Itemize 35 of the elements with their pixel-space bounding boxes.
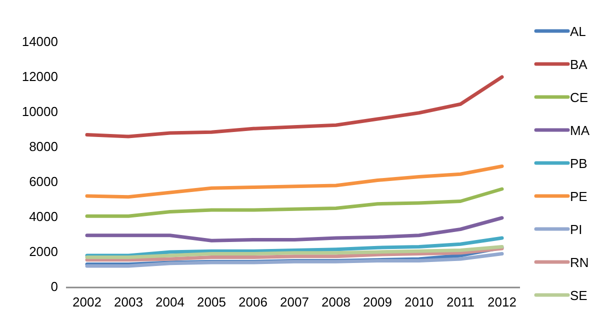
legend-label: AL — [570, 24, 586, 39]
x-tick-label: 2004 — [156, 294, 184, 310]
x-tick-label: 2005 — [197, 294, 226, 310]
y-tick-label: 6000 — [29, 174, 58, 190]
x-tick-label: 2002 — [72, 294, 102, 310]
legend-label: PI — [570, 222, 582, 237]
line-series — [85, 216, 504, 242]
y-tick-label: 2000 — [29, 244, 58, 260]
x-tick-label: 2009 — [363, 294, 392, 310]
legend-label: MA — [570, 123, 590, 138]
legend-label: PE — [570, 189, 588, 204]
line-series — [85, 75, 504, 138]
line-series — [85, 187, 504, 218]
legend-label: BA — [570, 57, 588, 72]
legend-label: SE — [570, 288, 588, 303]
x-tick-label: 2010 — [404, 294, 434, 310]
x-tick-label: 2008 — [322, 294, 350, 310]
line-series — [85, 164, 504, 199]
x-tick-label: 2006 — [238, 294, 268, 310]
line-series — [85, 252, 504, 268]
x-tick-label: 2012 — [488, 294, 516, 310]
y-tick-label: 14000 — [22, 34, 58, 50]
x-tick-label: 2003 — [114, 294, 143, 310]
y-tick-label: 8000 — [29, 139, 58, 154]
legend-label: CE — [570, 90, 588, 105]
line-series — [85, 245, 504, 259]
x-tick-label: 2011 — [446, 294, 474, 310]
y-tick-label: 10000 — [22, 104, 58, 120]
line-series — [85, 246, 504, 262]
x-tick-label: 2007 — [280, 294, 309, 310]
y-tick-label: 0 — [50, 279, 58, 294]
legend-label: RN — [570, 255, 589, 270]
y-tick-label: 12000 — [22, 69, 58, 84]
legend-label: PB — [570, 156, 588, 171]
y-tick-label: 4000 — [29, 209, 58, 224]
